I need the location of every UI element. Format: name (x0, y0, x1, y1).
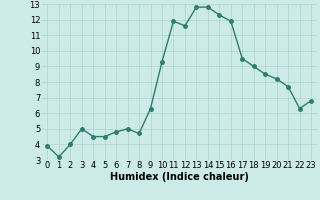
X-axis label: Humidex (Indice chaleur): Humidex (Indice chaleur) (110, 172, 249, 182)
